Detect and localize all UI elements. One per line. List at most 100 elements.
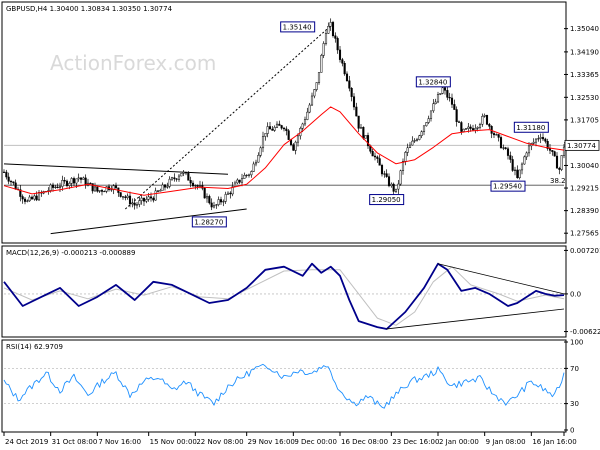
x-tick-label: 24 Oct 2019 [5,438,48,446]
candle-body [336,38,339,51]
candle-body [341,59,344,64]
rsi-header: RSI(14) 62.9709 [6,343,63,351]
candle-body [243,175,246,179]
candle-body [525,152,528,158]
candle-body [343,62,346,75]
candle-body [322,43,325,56]
candle-body [231,186,234,195]
candle-body [19,189,22,197]
candle-body [275,123,279,128]
rsi-line [3,363,565,409]
candle-body [215,204,218,206]
x-tick-label: 31 Oct 08:00 [52,438,98,446]
macd-panel: MACD(12,26,9) -0.000213 -0.000889 0.0072… [1,245,600,338]
candle-body [422,125,426,132]
candle-body [488,124,491,127]
candle-body [373,155,377,158]
candle-body [142,197,146,202]
candle-body [497,134,500,138]
candle-body [229,192,232,195]
rsi-panel: RSI(14) 62.9709 100 70 30 0 [1,339,583,435]
x-tick-label: 22 Nov 08:00 [196,438,243,446]
candle-body [68,183,71,186]
candle-body [467,126,470,129]
candle-body [394,188,398,192]
candle-body [128,195,132,205]
candle-body [82,177,85,180]
macd-line [3,262,565,330]
candle-body [103,190,106,193]
candle-body [303,119,307,125]
candle-body [317,72,321,83]
price-y-tick-label: 1.31705 [570,116,599,124]
candle-body [492,133,496,136]
candle-body [390,183,393,187]
candle-body [548,148,552,151]
candle-body [2,171,6,173]
candle-body [70,178,73,184]
candle-body [135,204,139,206]
candle-body [147,196,150,200]
price-annotation-label: 1.35140 [283,23,312,31]
candle-body [555,155,559,169]
candle-body [131,202,134,205]
x-tick-label: 16 Dec 08:00 [341,438,388,446]
candle-body [455,109,458,123]
candle-body [37,192,41,201]
candle-body [476,127,479,129]
candle-body [247,174,251,176]
x-tick-label: 7 Nov 16:00 [98,438,141,446]
price-header: GBPUSD,H4 1.30400 1.30834 1.30350 1.3077… [6,5,173,13]
candle-body [429,110,433,119]
price-y-tick-label: 1.35040 [570,25,599,33]
price-annotation-box [191,216,227,228]
candle-body [72,178,76,184]
candle-body [450,97,454,105]
candle-body [308,104,311,113]
candle-body [222,201,225,203]
candle-body [385,173,388,177]
candle-body [294,141,297,151]
price-panel: ActionForex.com GBPUSD,H4 1.30400 1.3083… [1,1,600,244]
candle-body [205,196,209,199]
x-tick-label: 16 Jan 16:00 [532,438,576,446]
candle-body [399,170,402,185]
candle-body [175,178,178,180]
candle-body [30,196,34,200]
macd-trendline [386,308,565,330]
candle-body [268,126,272,130]
candle-body [65,180,69,186]
price-annotation-label: 1.29540 [493,183,522,191]
candle-body [282,127,286,130]
price-annotation-label: 1.29050 [372,196,401,204]
candle-body [154,190,157,201]
candle-body [224,194,227,202]
price-annotation-box [415,76,451,88]
candle-body [170,177,174,180]
candle-body [49,184,52,191]
price-y-tick-label: 1.34190 [570,48,599,56]
candle-body [133,202,136,206]
price-y-tick-label: 1.29215 [570,185,599,193]
candle-body [119,192,122,197]
candle-body [383,173,386,175]
candle-body [296,135,300,143]
candle-body [355,106,358,117]
candle-body [534,138,538,143]
candle-body [26,200,29,202]
macd-trendline [437,263,565,295]
candle-body [334,35,337,39]
price-trendline [125,25,331,210]
candle-body [427,118,430,123]
candle-body [257,155,260,163]
candle-body [12,181,15,184]
candle-body [271,128,274,131]
candle-body [523,156,526,165]
candle-body [23,198,27,202]
candle-body [469,126,472,129]
price-annotation-label: 1.28270 [194,218,223,226]
x-tick-label: 23 Dec 16:00 [392,438,439,446]
candle-body [532,141,535,144]
candle-body [58,186,62,188]
